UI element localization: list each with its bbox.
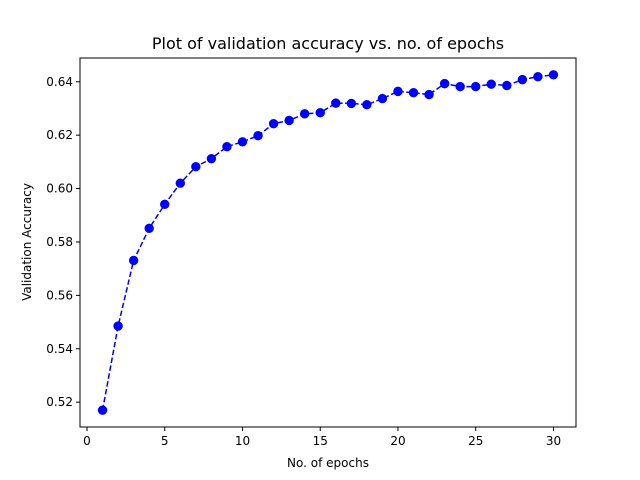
data-point — [113, 321, 123, 331]
x-tick-label: 15 — [313, 434, 328, 448]
x-axis-label: No. of epochs — [287, 456, 369, 470]
data-point — [331, 98, 341, 108]
data-point — [175, 178, 185, 188]
y-tick-label: 0.62 — [46, 128, 73, 142]
data-point — [424, 89, 434, 100]
axes-frame — [79, 57, 577, 428]
data-point — [362, 100, 372, 110]
data-point — [471, 81, 481, 92]
data-point — [128, 255, 139, 266]
data-point — [533, 71, 543, 82]
data-point — [548, 70, 559, 80]
data-point — [191, 161, 201, 172]
x-tick-label: 5 — [161, 434, 169, 448]
y-tick-label: 0.56 — [46, 288, 73, 302]
data-point — [299, 109, 310, 119]
data-point — [284, 115, 294, 126]
data-point — [206, 153, 217, 164]
data-point — [222, 141, 232, 152]
data-point — [408, 88, 419, 98]
data-point — [393, 86, 403, 97]
data-point — [253, 130, 263, 141]
x-tick-label: 0 — [83, 434, 91, 448]
y-tick-label: 0.64 — [46, 75, 73, 89]
data-point — [237, 137, 248, 147]
data-point — [377, 93, 388, 104]
plot-area: 0 5 10 15 20 25 30 0.52 0.54 0.56 0.58 0.60 0.62 0.64 — [46, 57, 577, 448]
data-point — [346, 98, 357, 109]
x-tick-label: 25 — [468, 434, 483, 448]
data-point — [315, 108, 325, 118]
y-tick-label: 0.60 — [46, 182, 73, 196]
x-tick-label: 20 — [390, 434, 405, 448]
x-tick-label: 10 — [235, 434, 250, 448]
chart-title: Plot of validation accuracy vs. no. of e… — [152, 34, 504, 53]
data-point — [268, 118, 279, 129]
data-point — [517, 74, 528, 85]
data-point — [502, 80, 512, 91]
data-point — [160, 199, 170, 210]
y-tick-label: 0.54 — [46, 342, 73, 356]
data-point — [439, 78, 450, 89]
y-tick-label: 0.52 — [46, 395, 73, 409]
data-point — [455, 81, 465, 92]
x-tick-label: 30 — [546, 434, 561, 448]
data-point — [144, 223, 154, 234]
y-tick-label: 0.58 — [46, 235, 73, 249]
data-point — [486, 79, 496, 89]
y-axis-label: Validation Accuracy — [20, 183, 34, 301]
data-point — [97, 405, 108, 415]
